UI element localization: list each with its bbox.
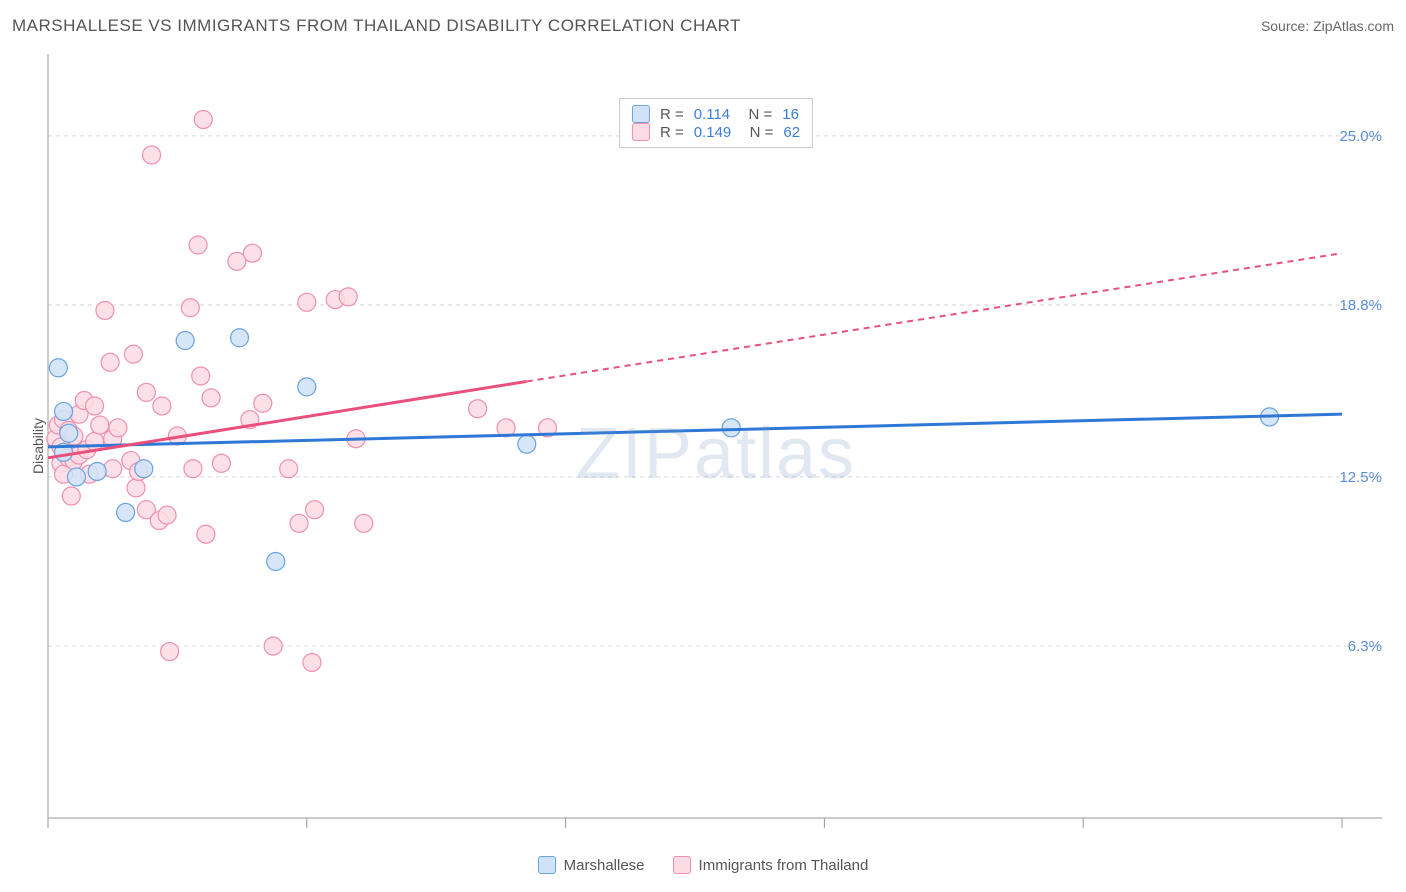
svg-text:6.3%: 6.3% [1348,638,1382,655]
legend-swatch-icon [632,105,650,123]
correlation-legend: R = 0.114 N = 16 R = 0.149 N = 62 [619,98,813,148]
legend-swatch-icon [538,856,556,874]
source-name: ZipAtlas.com [1313,18,1394,34]
r-label: R = [660,124,684,141]
scatter-chart-svg: 6.3%12.5%18.8%25.0%0.0%50.0% [42,48,1390,828]
svg-text:12.5%: 12.5% [1339,469,1382,486]
legend-item: Marshallese [538,856,645,874]
series-legend: Marshallese Immigrants from Thailand [0,856,1406,874]
n-value: 16 [782,106,799,123]
legend-swatch-icon [632,123,650,141]
n-label: N = [741,124,773,141]
svg-text:25.0%: 25.0% [1339,128,1382,145]
legend-label: Marshallese [564,857,645,874]
plot-area: 6.3%12.5%18.8%25.0%0.0%50.0% R = 0.114 N… [42,48,1390,828]
n-label: N = [740,106,772,123]
svg-text:18.8%: 18.8% [1339,297,1382,314]
legend-item: Immigrants from Thailand [673,856,869,874]
legend-row: R = 0.114 N = 16 [632,105,800,123]
source-label: Source: [1261,18,1309,34]
legend-row: R = 0.149 N = 62 [632,123,800,141]
source-attribution: Source: ZipAtlas.com [1261,18,1394,34]
r-value: 0.114 [694,106,730,123]
legend-label: Immigrants from Thailand [699,857,869,874]
n-value: 62 [783,124,800,141]
legend-swatch-icon [673,856,691,874]
r-value: 0.149 [694,124,732,141]
r-label: R = [660,106,684,123]
chart-title: MARSHALLESE VS IMMIGRANTS FROM THAILAND … [12,16,741,36]
chart-header: MARSHALLESE VS IMMIGRANTS FROM THAILAND … [12,16,1394,36]
